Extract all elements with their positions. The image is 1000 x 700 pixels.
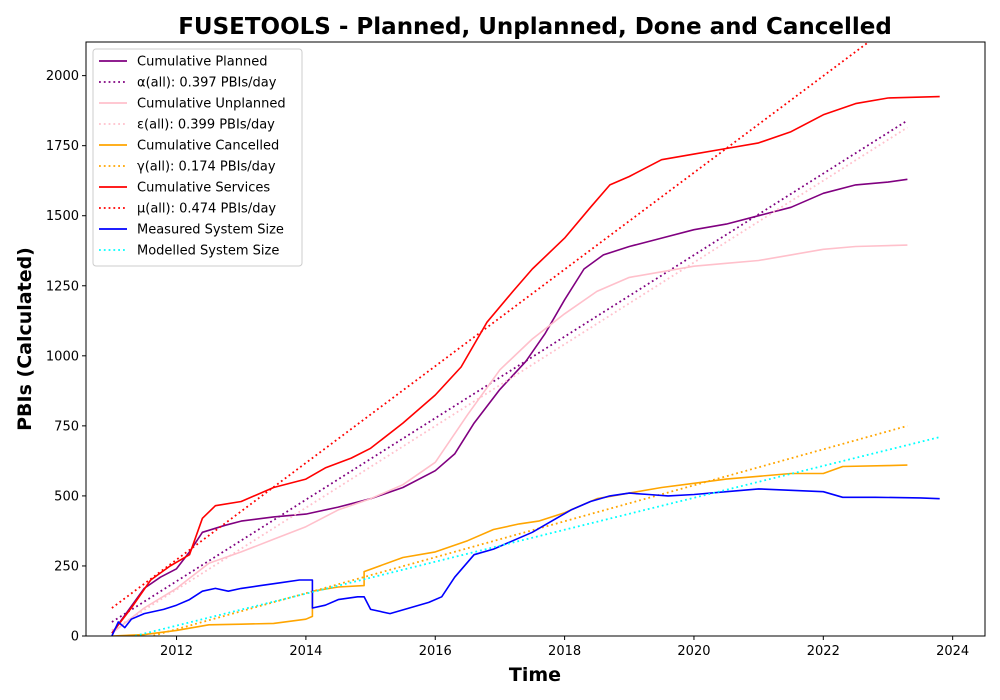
x-axis-label: Time [509,664,561,686]
legend-label: ε(all): 0.399 PBIs/day [137,118,275,133]
series-line-2 [111,244,908,634]
y-tick-label: 750 [54,419,79,434]
legend-label: Modelled System Size [137,244,279,259]
x-tick-label: 2024 [936,644,969,659]
y-tick-label: 0 [71,630,79,645]
legend-label: μ(all): 0.474 PBIs/day [137,202,276,217]
chart-title: FUSETOOLS - Planned, Unplanned, Done and… [178,14,892,40]
y-tick-label: 1000 [46,349,79,364]
x-tick-label: 2016 [419,644,452,659]
y-tick-label: 500 [54,489,79,504]
x-tick-label: 2012 [160,644,193,659]
x-tick-label: 2022 [807,644,840,659]
legend-label: Measured System Size [137,223,284,238]
x-tick-label: 2014 [289,644,322,659]
legend-label: Cumulative Unplanned [137,97,286,112]
series-line-5 [148,425,908,636]
series-line-6 [111,95,940,634]
y-tick-label: 250 [54,559,79,574]
legend-label: γ(all): 0.174 PBIs/day [137,160,276,175]
x-axis: 2012 2014 2016 2018 2020 2022 2024 [160,636,969,659]
y-tick-label: 1250 [46,279,79,294]
plot-frame [85,41,986,637]
x-tick-label: 2018 [548,644,581,659]
x-tick-label: 2020 [677,644,710,659]
y-tick-label: 2000 [46,69,79,84]
series-line-4 [111,464,908,636]
series-layer [111,42,940,636]
legend-label: Cumulative Planned [137,55,267,70]
y-tick-label: 1750 [46,139,79,154]
series-line-7 [111,42,870,609]
legend-label: Cumulative Services [137,181,270,196]
legend-label: Cumulative Cancelled [137,139,279,154]
legend: Cumulative Planned α(all): 0.397 PBIs/day… [92,48,303,267]
series-line-8 [111,488,940,636]
legend-box [92,48,303,267]
series-line-0 [111,178,908,634]
y-axis: 0 250 500 750 1000 1250 1500 1750 2000 [46,69,86,645]
series-line-3 [111,126,908,632]
y-axis-label: PBIs (Calculated) [14,247,36,431]
y-tick-label: 1500 [46,209,79,224]
series-line-1 [111,119,908,623]
legend-label: α(all): 0.397 PBIs/day [137,76,277,91]
series-line-9 [130,436,940,636]
